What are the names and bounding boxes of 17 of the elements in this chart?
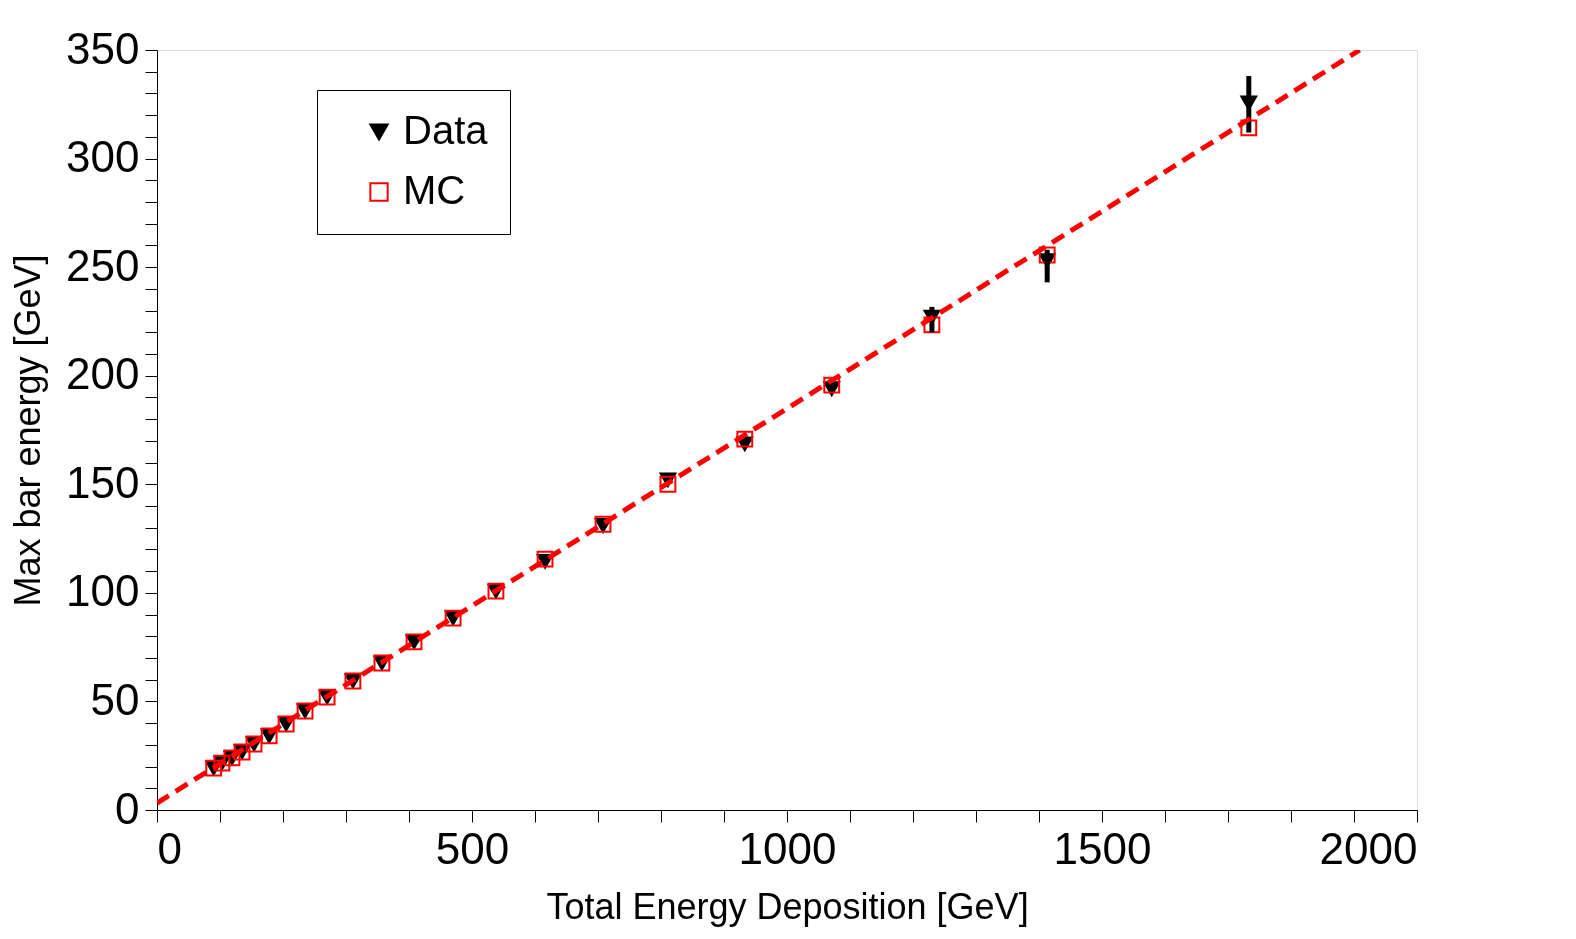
y-tick-label: 0 bbox=[115, 783, 140, 833]
legend-label: Data bbox=[403, 108, 489, 152]
legend-label: MC bbox=[403, 168, 466, 212]
y-axis-title: Max bar energy [GeV] bbox=[7, 254, 49, 607]
x-tick-label: 0 bbox=[157, 823, 182, 873]
y-tick-label: 150 bbox=[66, 457, 140, 507]
y-tick-label: 50 bbox=[90, 674, 140, 724]
x-axis-title: Total Energy Deposition [GeV] bbox=[546, 885, 1029, 927]
y-tick-label: 200 bbox=[66, 349, 140, 399]
x-tick-label: 500 bbox=[435, 823, 510, 873]
x-tick-label: 2000 bbox=[1319, 823, 1418, 873]
x-tick-label: 1500 bbox=[1053, 823, 1152, 873]
y-tick-label: 250 bbox=[66, 240, 140, 290]
y-tick-label: 300 bbox=[66, 132, 140, 182]
x-tick-label: 1000 bbox=[738, 823, 837, 873]
y-tick-label: 100 bbox=[66, 566, 140, 616]
y-tick-label: 350 bbox=[66, 23, 140, 73]
